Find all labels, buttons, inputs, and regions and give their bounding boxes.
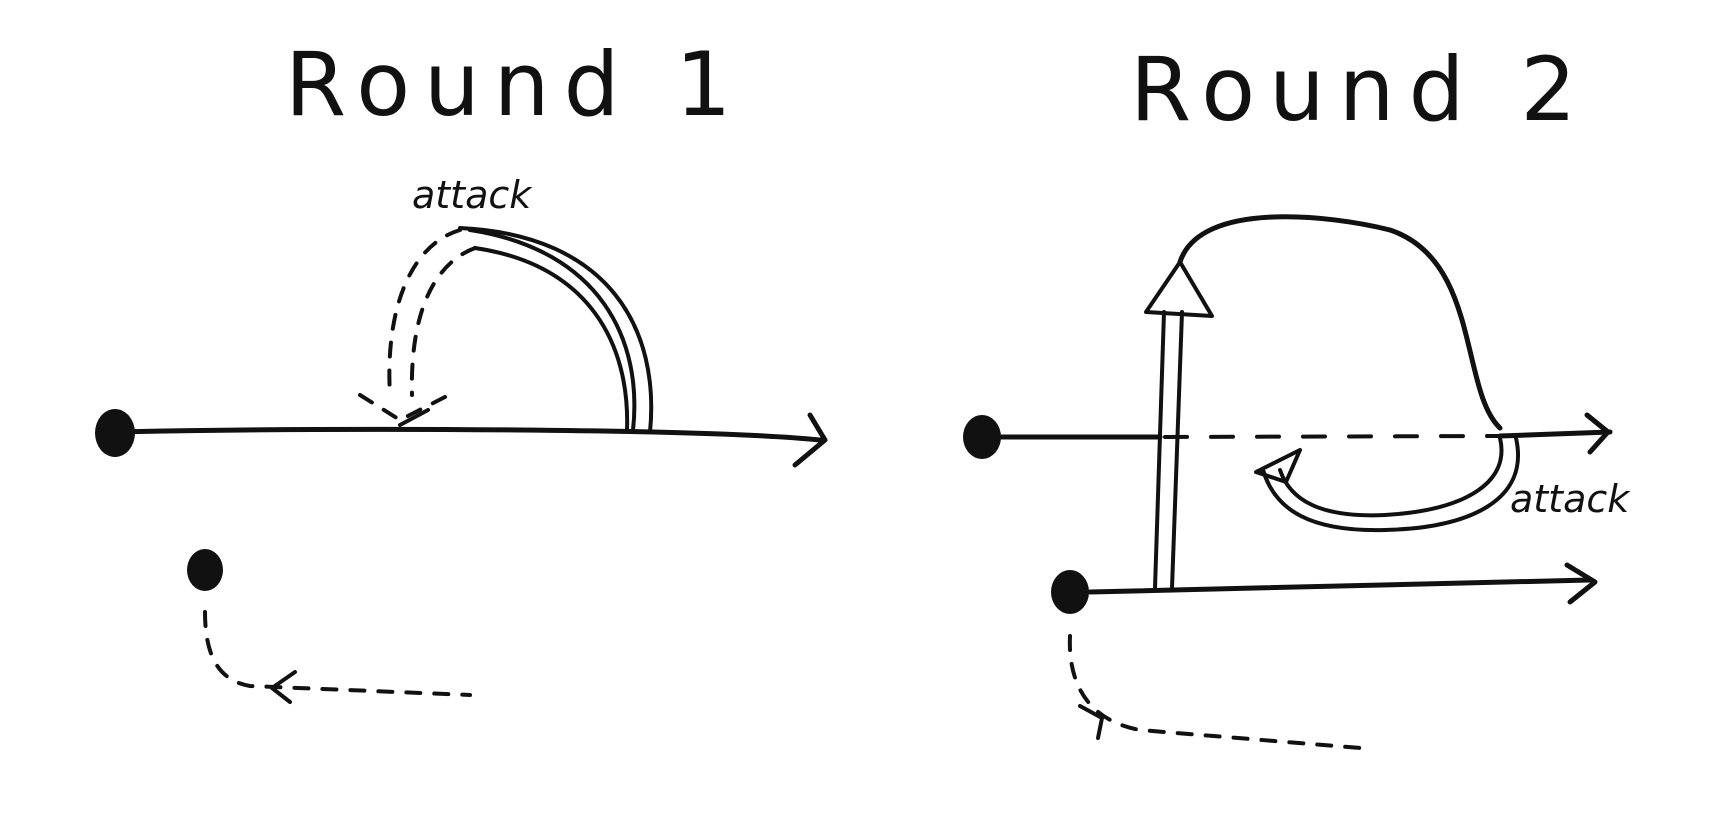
round-2-vertical-arrowhead — [1144, 260, 1214, 318]
round-2-retreat-mark — [1078, 704, 1104, 740]
round-1-dashed-retreat-path — [203, 610, 472, 697]
round-1-main-line — [112, 426, 823, 443]
round-2-attack-hook-outer — [1278, 436, 1504, 518]
round-2-vertical-arrow-right — [1170, 310, 1184, 590]
round-1-retreat-arrowhead — [270, 670, 297, 704]
round-2-vertical-arrow-left — [1153, 310, 1166, 590]
round-2-attack-label: attack — [1510, 477, 1631, 521]
round-1-dashed-attack-path-2 — [409, 246, 477, 397]
round-1-dashed-attack-path — [387, 228, 462, 397]
round-1-attack-label: attack — [412, 173, 533, 217]
round-1-title: Round 1 — [285, 33, 745, 136]
round-2-panel: Round 2 attack — [963, 38, 1631, 750]
round-2-player-dot-top — [963, 415, 1001, 459]
round-2-bottom-line-arrowhead — [1564, 562, 1598, 605]
round-2-attack-hook-outer-2 — [1261, 436, 1520, 533]
round-2-title: Round 2 — [1130, 38, 1590, 141]
round-2-top-line-end — [1497, 429, 1613, 439]
round-1-dashed-arrowhead-tip — [398, 408, 430, 427]
round-1-attack-arc-outer — [468, 228, 637, 432]
round-2-top-line-dashed — [1163, 434, 1502, 439]
round-1-line-arrowhead — [792, 412, 828, 468]
round-2-dashed-retreat-path — [1067, 634, 1362, 750]
round-1-dashed-arrowhead — [358, 393, 447, 422]
round-1-attack-arc-outer-2 — [458, 226, 654, 434]
round-2-player-dot-bottom — [1051, 570, 1089, 614]
round-1-panel: Round 1 attack — [95, 33, 828, 704]
round-1-attack-arc-inner — [473, 246, 630, 432]
round-2-attack-hook-arrowhead — [1254, 448, 1302, 484]
round-2-bottom-line — [1087, 577, 1593, 595]
round-2-big-curve — [1177, 214, 1503, 431]
round-2-top-line-arrowhead — [1584, 412, 1611, 455]
round-1-player-dot-bottom — [187, 549, 223, 591]
round-1-player-dot-top — [95, 409, 135, 457]
